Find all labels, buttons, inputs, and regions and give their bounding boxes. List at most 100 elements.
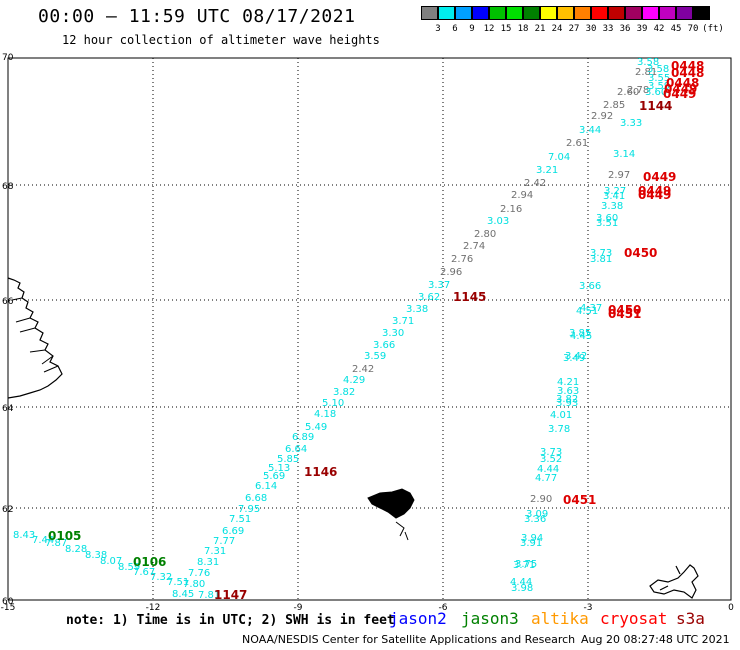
swh-label: 4.77 [535,473,557,484]
map-title: 00:00 – 11:59 UTC 08/17/2021 [38,6,356,27]
swh-label: 2.60 [617,87,639,98]
swh-label: 4.45 [570,331,592,342]
swh-values: 8.437.447.878.288.388.078.597.677.327.51… [13,57,670,601]
colorbar-label: 3 [435,24,441,34]
colorbar-swatch [438,6,455,20]
swh-label: 2.85 [603,100,625,111]
swh-label: 7.81 [198,590,220,601]
colorbar-swatch [642,6,659,20]
swh-label: 2.76 [451,254,473,265]
swh-label: 8.07 [100,556,122,567]
swh-label: 3.73 [540,447,562,458]
axis-tick-labels: 70 68 66 64 62 60-15 -12 -9 -6 -3 0 [1,53,734,613]
colorbar-label: 42 [653,24,665,34]
swh-label: 2.80 [474,229,496,240]
map-frame [7,57,732,601]
swh-label: 3.09 [526,509,548,520]
swh-label: 4.44 [510,577,532,588]
swh-label: 3.42 [565,351,587,362]
swh-label: 2.16 [500,204,522,215]
colorbar-label: 24 [551,24,563,34]
swh-label: 3.41 [603,191,625,202]
colorbar-label: 9 [469,24,475,34]
swh-label: 3.91 [520,538,542,549]
lon-tick-label: -6 [439,603,448,613]
swh-label: 2.90 [530,494,552,505]
lat-tick-label: 70 [2,53,14,63]
legend-cryosat: cryosat [600,609,668,628]
legend-s3a: s3a [676,609,705,628]
pass-time-labels: 0105010611471146114511440448044804480449… [48,59,704,602]
legend-altika: altika [531,609,589,628]
swh-label: 4.21 [557,377,579,388]
pass-time-label: 0448 [671,59,704,73]
swh-label: 7.67 [133,567,155,578]
pass-time-label: 1146 [304,465,337,479]
swh-label: 5.85 [277,454,299,465]
colorbar-swatch [625,6,642,20]
swh-label: 3.73 [590,248,612,259]
swh-label: 3.52 [540,454,562,465]
swh-label: 6.89 [292,432,314,443]
credit-line: NOAA/NESDIS Center for Satellite Applica… [242,633,576,646]
colorbar-swatch [591,6,608,20]
swh-label: 8.43 [13,530,35,541]
swh-label: 3.81 [590,254,612,265]
swh-label: 6.64 [285,444,307,455]
pass-time-label: 0451 [608,307,641,321]
pass-time-label: 0450 [624,246,657,260]
swh-label: 3.93 [556,398,578,409]
swh-label: 3.44 [579,125,601,136]
pass-time-label: 1147 [214,588,247,602]
colorbar-swatch [455,6,472,20]
swh-label: 7.31 [204,546,226,557]
swh-label: 4.29 [343,375,365,386]
swh-label: 8.59 [118,562,140,573]
swh-label: 3.98 [511,583,533,594]
swh-label: 7.44 [32,535,54,546]
swh-label: 2.42 [352,364,374,375]
swh-label: 3.49 [563,353,585,364]
swh-label: 6.68 [245,493,267,504]
swh-label: 4.37 [580,303,602,314]
colorbar-swatch [557,6,574,20]
lat-tick-label: 62 [2,505,13,515]
swh-label: 3.58 [637,57,659,68]
colorbar-swatch [506,6,523,20]
swh-label: 2.81 [635,67,657,78]
swh-label: 2.97 [608,170,630,181]
swh-label: 3.30 [382,328,404,339]
colorbar-swatch [659,6,676,20]
swh-label: 2.74 [463,241,485,252]
swh-label: 7.04 [548,152,570,163]
colorbar-swatch [693,6,710,20]
swh-label: 2.61 [566,138,588,149]
swh-label: 5.10 [322,398,344,409]
lon-tick-label: -3 [584,603,593,613]
swh-label: 2.42 [524,178,546,189]
swh-label: 3.82 [556,394,578,405]
pass-time-label: 0449 [664,82,697,96]
swh-label: 3.78 [548,424,570,435]
swh-label: 3.36 [524,514,546,525]
lat-tick-label: 68 [2,182,14,192]
swh-label: 8.38 [85,550,107,561]
colorbar-swatch [676,6,693,20]
swh-label: 7.77 [213,536,235,547]
colorbar-label: 6 [452,24,458,34]
pass-time-label: 0449 [638,188,671,202]
lon-tick-label: -12 [146,603,161,613]
colorbar-label: 33 [602,24,614,34]
units-note: note: 1) Time is in UTC; 2) SWH is in fe… [66,613,395,628]
swh-label: 3.60 [596,213,618,224]
pass-time-label: 0451 [563,493,596,507]
swh-label: 3.94 [521,533,543,544]
pass-time-label: 1145 [453,290,486,304]
colorbar-label: 18 [517,24,529,34]
colorbar-label: 30 [585,24,597,34]
greenland-inlets [11,297,59,373]
swh-label: 3.55 [648,73,670,84]
colorbar-swatch [540,6,557,20]
pass-time-label: 0105 [48,529,81,543]
